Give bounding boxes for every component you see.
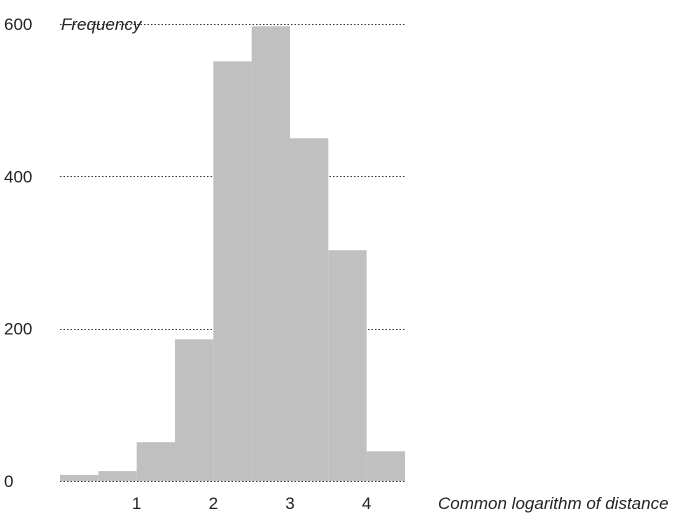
x-tick-label-3: 3: [285, 494, 294, 513]
y-axis-title: Frequency: [61, 15, 143, 34]
bars: [60, 26, 405, 481]
y-tick-label-600: 600: [4, 15, 32, 34]
y-tick-labels: 0 200 400 600: [4, 15, 32, 491]
bar-8: [366, 451, 405, 481]
x-tick-label-2: 2: [209, 494, 218, 513]
bar-6: [290, 138, 329, 481]
y-tick-label-200: 200: [4, 320, 32, 339]
bar-2: [136, 442, 175, 481]
bar-5: [251, 26, 290, 481]
x-axis-title: Common logarithm of distance: [438, 494, 669, 513]
x-tick-label-4: 4: [362, 494, 371, 513]
bar-4: [213, 61, 252, 481]
bar-7: [328, 250, 367, 481]
x-tick-labels: 1 2 3 4: [132, 494, 371, 513]
bar-1: [98, 471, 137, 481]
bar-3: [175, 339, 214, 481]
bar-0: [60, 474, 99, 481]
y-tick-label-0: 0: [4, 472, 13, 491]
x-tick-label-1: 1: [132, 494, 141, 513]
y-tick-label-400: 400: [4, 167, 32, 186]
